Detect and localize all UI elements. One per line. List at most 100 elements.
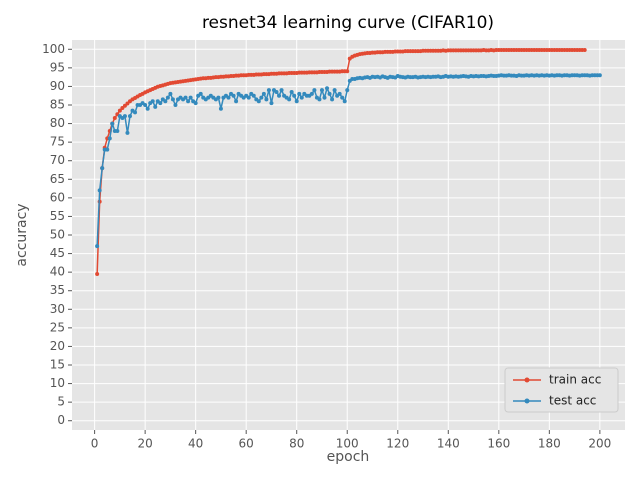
data-point [251,93,256,98]
y-tick-label: 70 [50,153,65,167]
data-point [163,99,168,104]
x-tick-label: 60 [239,437,254,451]
data-point [297,91,302,96]
data-point [100,166,105,171]
x-tick-label: 100 [336,437,359,451]
data-point [279,88,284,93]
data-point [110,121,115,126]
data-point [105,147,110,152]
data-point [332,88,337,93]
y-tick-label: 10 [50,376,65,390]
x-tick-label: 0 [91,437,99,451]
data-point [165,95,170,100]
y-axis-label: accuracy [14,203,30,266]
data-point [168,91,173,96]
y-tick-label: 5 [57,395,65,409]
data-point [127,114,132,119]
data-point [345,88,350,93]
data-point [133,110,138,115]
y-tick-label: 0 [57,413,65,427]
data-point [582,48,587,53]
y-tick-label: 15 [50,358,65,372]
data-point [173,103,178,107]
data-point [277,93,282,98]
legend-marker [524,398,530,404]
x-axis-label: epoch [327,449,370,465]
y-tick-label: 85 [50,98,65,112]
y-tick-label: 90 [50,79,65,93]
data-point [287,97,292,102]
data-point [342,99,347,104]
data-point [145,106,150,111]
data-point [261,91,266,96]
data-point [143,103,148,107]
data-point [294,99,299,104]
y-tick-label: 30 [50,302,65,316]
data-point [312,88,317,93]
x-tick-label: 40 [188,437,203,451]
y-tick-label: 25 [50,320,65,334]
data-point [170,97,175,102]
data-point [234,99,239,104]
data-point [150,99,155,104]
y-tick-label: 35 [50,283,65,297]
x-tick-label: 20 [137,437,152,451]
legend-label: train acc [549,373,601,387]
data-point [188,95,193,100]
data-point [337,91,342,96]
data-point [122,114,127,119]
y-tick-label: 60 [50,190,65,204]
data-point [115,129,120,133]
data-point [597,73,602,78]
data-point [218,106,223,111]
x-tick-label: 120 [386,437,409,451]
y-tick-label: 100 [42,42,65,56]
y-tick-label: 45 [50,246,65,260]
legend-marker [524,377,530,383]
x-tick-label: 200 [588,437,611,451]
data-point [198,91,203,96]
data-point [330,97,335,102]
y-tick-label: 80 [50,116,65,130]
data-point [309,91,314,96]
data-point [345,69,350,74]
data-point [325,86,330,91]
data-point [317,97,322,102]
data-point [340,95,345,100]
y-tick-label: 65 [50,172,65,186]
data-point [289,90,294,94]
data-point [256,99,261,104]
data-point [216,95,221,100]
data-point [299,95,304,100]
y-tick-label: 75 [50,135,65,149]
y-tick-label: 95 [50,60,65,74]
y-tick-label: 40 [50,265,65,279]
legend-label: test acc [549,394,596,408]
x-tick-label: 80 [289,437,304,451]
data-point [95,272,100,276]
data-point [246,95,251,100]
data-point [95,244,100,249]
data-point [193,101,198,106]
data-point [117,108,122,113]
data-point [319,88,324,93]
data-point [292,93,297,98]
data-point [266,88,271,93]
data-point [327,91,332,96]
data-point [322,95,327,100]
x-tick-label: 140 [437,437,460,451]
data-point [231,93,236,98]
data-point [183,95,188,100]
data-point [107,136,112,141]
data-point [274,90,279,94]
data-point [264,97,269,102]
chart-title: resnet34 learning curve (CIFAR10) [202,13,494,33]
data-point [269,101,274,106]
x-tick-label: 160 [487,437,510,451]
data-point [112,116,117,120]
data-point [259,95,264,100]
y-tick-label: 55 [50,209,65,223]
data-point [226,95,231,100]
data-point [186,99,191,104]
